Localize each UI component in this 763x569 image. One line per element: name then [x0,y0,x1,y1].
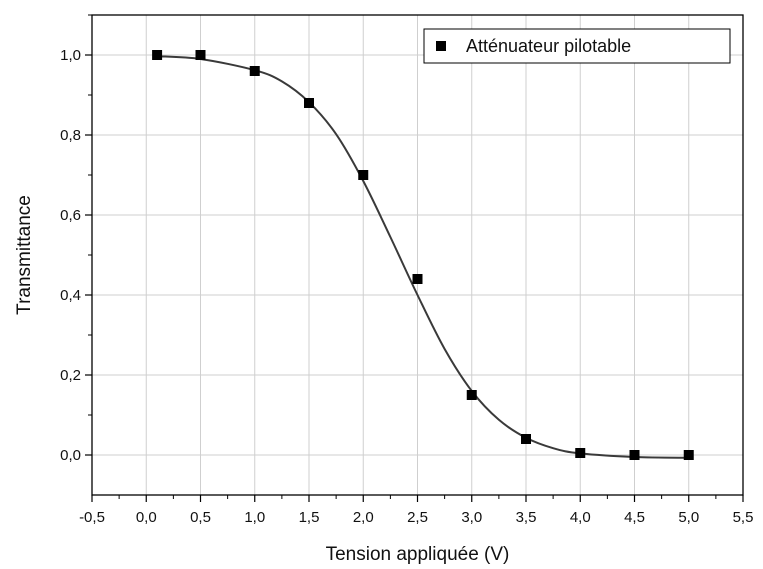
x-tick-label: 1,5 [299,509,320,526]
data-point [358,170,369,180]
x-tick-label: 2,0 [353,509,374,526]
data-point [466,390,477,400]
x-tick-label: 0,0 [136,509,157,526]
x-tick-label: 3,0 [461,509,482,526]
data-points-layer [152,50,694,460]
x-tick-label: 4,0 [570,509,591,526]
x-tick-label: 3,5 [516,509,537,526]
fit-curve-layer [157,55,689,459]
y-tick-label: 0,4 [60,287,81,304]
x-tick-label: 5,0 [678,509,699,526]
legend-marker-square [436,41,446,51]
data-point [412,274,423,284]
x-tick-label: 4,5 [624,509,645,526]
data-point [683,450,694,460]
y-tick-label: 1,0 [60,47,81,64]
axis-ticks [85,14,744,502]
x-tick-label: 0,5 [190,509,211,526]
data-point [195,50,206,60]
x-tick-label: 2,5 [407,509,428,526]
x-tick-label: 1,0 [244,509,265,526]
x-tick-label: 5,5 [733,509,754,526]
legend-box [423,28,731,64]
data-point [249,66,260,76]
data-point [575,448,586,458]
data-point [629,450,640,460]
legend: Atténuateur pilotable [423,28,731,64]
y-tick-label: 0,2 [60,367,81,384]
fit-curve [157,55,689,459]
legend-label: Atténuateur pilotable [466,36,631,56]
x-tick-label: -0,5 [79,509,105,526]
y-axis-title: Transmittance [14,195,35,315]
tick-labels: -0,5 0,0 0,5 1,0 1,5 2,0 2,5 3,0 3,5 4,0 4,5 5,0 5,5… [60,47,753,526]
y-tick-label: 0,0 [60,447,81,464]
y-tick-label: 0,6 [60,207,81,224]
data-point [304,98,314,108]
grid-lines [92,15,743,495]
data-point [152,50,163,60]
data-point [521,434,531,444]
y-tick-label: 0,8 [60,127,81,144]
x-axis-title: Tension appliquée (V) [326,544,510,565]
